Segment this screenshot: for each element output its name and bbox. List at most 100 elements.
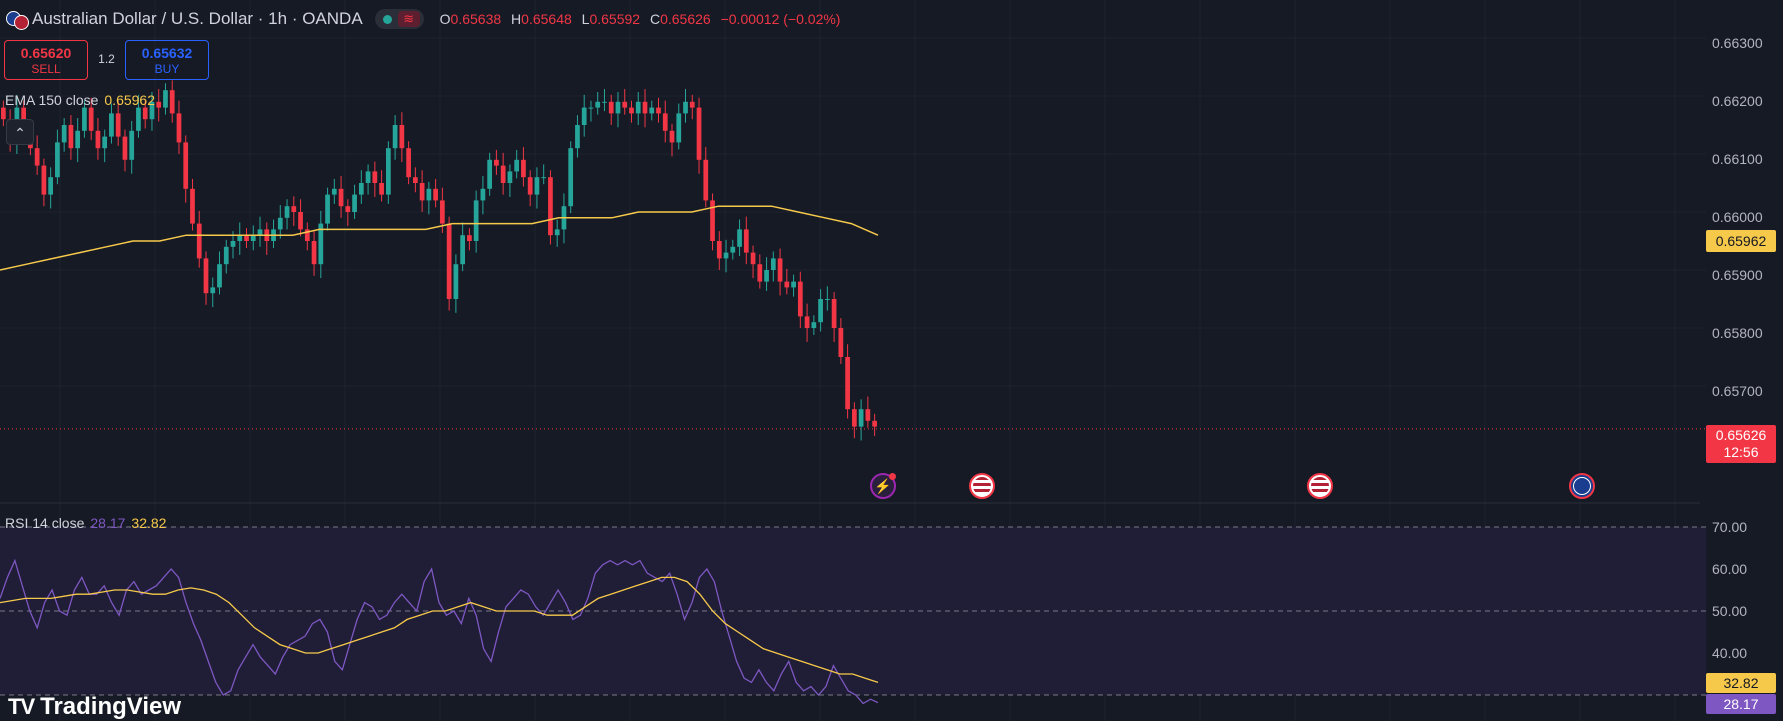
candle-body xyxy=(730,246,736,253)
candle-body xyxy=(858,409,864,427)
candle-body xyxy=(284,206,290,218)
candle-body xyxy=(419,183,425,201)
rsi-ma-line xyxy=(0,576,879,684)
candle-body xyxy=(122,136,128,160)
candle-body xyxy=(230,241,236,247)
candle-body xyxy=(406,148,411,178)
rsi-legend[interactable]: RSI 14 close 28.17 32.82 xyxy=(5,515,166,531)
lightning-icon[interactable]: ⚡ xyxy=(870,473,896,499)
candle-body xyxy=(797,281,803,317)
tradingview-logo[interactable]: TV TradingView xyxy=(8,693,181,721)
candle-body xyxy=(811,322,817,328)
sell-button[interactable]: 0.65620 SELL xyxy=(4,40,88,80)
candle-body xyxy=(872,420,877,427)
low-label: L xyxy=(581,11,590,27)
rsi-axis-label: 70.00 xyxy=(1712,519,1748,535)
candle-body xyxy=(277,217,283,230)
candle-body xyxy=(473,200,479,241)
candle-body xyxy=(311,241,317,265)
rsi-ma-legend-value: 32.82 xyxy=(131,515,167,531)
open-value: 0.65638 xyxy=(450,11,502,27)
candle-body xyxy=(500,165,506,183)
candle-body xyxy=(68,125,74,149)
candle-body xyxy=(683,101,688,114)
candle-body xyxy=(210,287,216,294)
candle-body xyxy=(662,113,668,131)
candle-body xyxy=(541,177,547,179)
candle-body xyxy=(244,235,249,241)
candle-body xyxy=(824,299,830,300)
candle-body xyxy=(777,258,783,282)
candle-body xyxy=(865,409,871,421)
candle-body xyxy=(581,107,587,125)
candle-body xyxy=(217,264,222,288)
candle-body xyxy=(34,148,40,166)
candle-body xyxy=(453,264,459,299)
price-axis-label: 0.66000 xyxy=(1712,209,1763,225)
candle-body xyxy=(372,171,378,183)
candle-body xyxy=(190,188,195,224)
bar-countdown: 12:56 xyxy=(1723,444,1759,460)
candle-body xyxy=(845,357,850,410)
candle-body xyxy=(149,101,155,120)
data-wave-icon: ≋ xyxy=(397,11,420,27)
candle-body xyxy=(109,113,114,137)
candle-body xyxy=(142,107,148,120)
candle-body xyxy=(358,183,364,195)
us-flag-icon[interactable] xyxy=(969,473,995,499)
candle-body xyxy=(669,130,675,143)
candle-body xyxy=(318,223,324,265)
candle-body xyxy=(494,159,499,166)
candle-body xyxy=(818,299,823,323)
high-label: H xyxy=(511,11,522,27)
candle-body xyxy=(629,107,634,114)
logo-text: TradingView xyxy=(40,693,182,720)
candle-body xyxy=(223,246,229,265)
market-status-pill[interactable]: ≋ xyxy=(374,9,424,29)
candle-body xyxy=(838,328,844,357)
candle-body xyxy=(392,125,398,149)
rsi-band xyxy=(0,527,1706,695)
candle-body xyxy=(298,212,303,230)
candle-body xyxy=(331,188,337,195)
candle-body xyxy=(656,107,661,114)
candle-body xyxy=(676,113,682,143)
candle-body xyxy=(41,165,47,195)
price-axis-label: 0.65700 xyxy=(1712,383,1763,399)
collapse-legend-button[interactable]: ⌃ xyxy=(6,119,34,145)
ema-legend-label: EMA 150 close xyxy=(5,92,99,108)
candle-body xyxy=(304,229,310,241)
candle-body xyxy=(514,159,520,172)
ema-legend[interactable]: EMA 150 close 0.65962 xyxy=(5,92,155,108)
ema-legend-value: 0.65962 xyxy=(104,92,155,108)
candle-body xyxy=(183,142,189,189)
candle-body xyxy=(689,101,695,108)
candle-body xyxy=(595,101,601,108)
candle-body xyxy=(527,177,533,195)
rsi-legend-label: RSI 14 close xyxy=(5,515,85,531)
market-open-dot-icon xyxy=(382,14,392,24)
candle-body xyxy=(649,107,655,114)
us-flag-icon[interactable] xyxy=(1307,473,1333,499)
symbol-title[interactable]: Australian Dollar / U.S. Dollar · 1h · O… xyxy=(32,9,363,28)
candle-body xyxy=(791,281,796,288)
candle-body xyxy=(75,130,81,149)
candle-body xyxy=(55,142,60,178)
rsi-axis-label: 60.00 xyxy=(1712,561,1748,577)
candle-body xyxy=(446,223,452,299)
candle-body xyxy=(750,252,756,265)
candle-body xyxy=(615,101,621,114)
candle-body xyxy=(743,229,749,253)
ema-price-tag: 0.65962 xyxy=(1706,230,1776,252)
buy-button[interactable]: 0.65632 BUY xyxy=(125,40,209,80)
candle-body xyxy=(1,107,6,120)
rsi-axis-label: 40.00 xyxy=(1712,645,1748,661)
candle-body xyxy=(102,136,108,149)
candle-body xyxy=(710,200,715,241)
candle-body xyxy=(737,229,742,247)
ohlc-values: O0.65638 H0.65648 L0.65592 C0.65626 −0.0… xyxy=(434,11,841,27)
candle-body xyxy=(487,159,493,189)
au-flag-icon[interactable] xyxy=(1569,473,1595,499)
candle-body xyxy=(554,229,560,236)
